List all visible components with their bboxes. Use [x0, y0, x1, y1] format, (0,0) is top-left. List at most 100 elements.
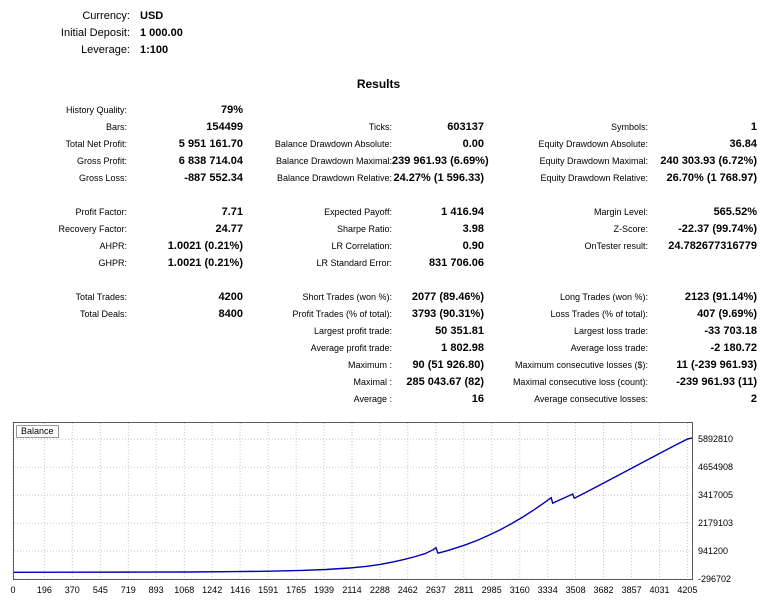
- stat-value: [392, 102, 484, 119]
- stat-label: Total Deals:: [79, 309, 127, 319]
- stat-label: Profit Trades (% of total):: [292, 309, 392, 319]
- stat-value: 831 706.06: [428, 257, 484, 269]
- svg-text:1939: 1939: [314, 585, 334, 595]
- currency-value: USD: [140, 10, 164, 22]
- stat-label: Equity Drawdown Maximal:: [539, 156, 648, 166]
- svg-text:1242: 1242: [202, 585, 222, 595]
- stats-row: Largest profit trade: 50 351.81 Largest lo…: [0, 323, 757, 340]
- stats-row: Average profit trade: 1 802.98 Average los…: [0, 340, 757, 357]
- stats-row: Total Net Profit: 5 951 161.70 Balance Dra…: [0, 136, 757, 153]
- stat-value: 2: [750, 393, 757, 405]
- stat-label: Recovery Factor:: [58, 224, 127, 234]
- stat-value: [648, 255, 757, 272]
- stat-value: 7.71: [221, 206, 243, 218]
- stat-value: 407 (9.69%): [697, 308, 757, 320]
- stat-label: [0, 340, 127, 357]
- svg-text:3508: 3508: [566, 585, 586, 595]
- stat-value: -22.37 (99.74%): [678, 223, 757, 235]
- stat-value: 3793 (90.31%): [411, 308, 484, 320]
- stat-label: Equity Drawdown Relative:: [540, 173, 648, 183]
- svg-text:2985: 2985: [482, 585, 502, 595]
- stat-label: Balance Drawdown Absolute:: [274, 139, 392, 149]
- svg-text:3857: 3857: [622, 585, 642, 595]
- stat-value: 8400: [218, 308, 243, 320]
- svg-text:545: 545: [93, 585, 108, 595]
- stat-label: Total Trades:: [75, 292, 127, 302]
- results-stats-table: History Quality: 79% Bars: 154499 Ticks: 6031…: [0, 102, 757, 408]
- svg-text:2114: 2114: [342, 585, 361, 595]
- stat-label: Equity Drawdown Absolute:: [538, 139, 648, 149]
- svg-text:370: 370: [65, 585, 80, 595]
- initial-deposit-label: Initial Deposit:: [60, 27, 130, 39]
- stat-value: 6 838 714.04: [178, 155, 243, 167]
- stat-label: Symbols:: [610, 122, 648, 132]
- leverage-label: Leverage:: [81, 44, 130, 56]
- stats-row: Gross Loss: -887 552.34 Balance Drawdown R…: [0, 170, 757, 187]
- stat-label: AHPR:: [99, 241, 127, 251]
- stat-label: Balance Drawdown Maximal:: [275, 156, 392, 166]
- stat-label: [0, 374, 127, 391]
- stat-value: 24.77: [215, 223, 243, 235]
- svg-text:941200: 941200: [698, 546, 728, 556]
- stat-label: [484, 255, 648, 272]
- stat-value: 90 (51 926.80): [412, 359, 484, 371]
- stat-value: 3.98: [462, 223, 484, 235]
- svg-text:893: 893: [149, 585, 164, 595]
- stat-value: -33 703.18: [704, 325, 757, 337]
- svg-text:2811: 2811: [454, 585, 473, 595]
- stat-value: [127, 340, 243, 357]
- svg-text:719: 719: [121, 585, 136, 595]
- stat-label: [0, 357, 127, 374]
- svg-text:4031: 4031: [649, 585, 669, 595]
- svg-text:-296702: -296702: [698, 574, 731, 584]
- svg-text:0: 0: [10, 585, 15, 595]
- stat-label: Loss Trades (% of total):: [550, 309, 648, 319]
- stat-value: 50 351.81: [435, 325, 484, 337]
- stat-value: [127, 323, 243, 340]
- header-row-currency: Currency: USD: [0, 8, 762, 25]
- stat-value: 4200: [218, 291, 243, 303]
- svg-text:4205: 4205: [677, 585, 697, 595]
- stat-value: 0.00: [462, 138, 484, 150]
- stats-row: Recovery Factor: 24.77 Sharpe Ratio: 3.98 Z-…: [0, 221, 757, 238]
- stat-value: 603137: [447, 121, 484, 133]
- stats-row: Gross Profit: 6 838 714.04 Balance Drawdow…: [0, 153, 757, 170]
- stat-value: 26.70% (1 768.97): [666, 172, 757, 184]
- stat-label: [0, 323, 127, 340]
- stats-row: GHPR: 1.0021 (0.21%) LR Standard Error: 831…: [0, 255, 757, 272]
- balance-chart-plot: -296702 941200 2179103 3417005 4654908 589281…: [10, 422, 733, 595]
- stat-label: Average consecutive losses:: [534, 394, 648, 404]
- stat-label: Average :: [353, 394, 392, 404]
- stat-value: 1 416.94: [441, 206, 484, 218]
- svg-text:1591: 1591: [258, 585, 278, 595]
- results-title: Results: [356, 77, 401, 91]
- stat-label: [0, 391, 127, 408]
- stat-label: Largest profit trade:: [313, 326, 392, 336]
- stats-row: History Quality: 79%: [0, 102, 757, 119]
- stats-row: Maximal : 285 043.67 (82) Maximal consecut…: [0, 374, 757, 391]
- stat-value: 36.84: [729, 138, 757, 150]
- stat-label: Bars:: [105, 122, 127, 132]
- stats-row: Maximum : 90 (51 926.80) Maximum consecuti…: [0, 357, 757, 374]
- stat-value: 24.782677316779: [668, 240, 757, 252]
- stat-value: 16: [471, 393, 484, 405]
- stat-value: 79%: [220, 104, 243, 116]
- stat-label: Maximal :: [353, 377, 392, 387]
- stat-value: 154499: [206, 121, 243, 133]
- stats-row: Average : 16 Average consecutive losses: 2: [0, 391, 757, 408]
- stat-label: Maximum consecutive losses ($):: [514, 360, 648, 370]
- stat-value: 285 043.67 (82): [406, 376, 484, 388]
- stat-value: 24.27% (1 596.33): [393, 172, 484, 184]
- svg-text:3417005: 3417005: [698, 490, 733, 500]
- stats-row: AHPR: 1.0021 (0.21%) LR Correlation: 0.90 On…: [0, 238, 757, 255]
- stat-label: Margin Level:: [593, 207, 648, 217]
- stat-label: Long Trades (won %):: [559, 292, 648, 302]
- stat-value: 2077 (89.46%): [411, 291, 484, 303]
- stat-value: -887 552.34: [184, 172, 243, 184]
- stat-value: 5 951 161.70: [178, 138, 243, 150]
- stat-label: Largest loss trade:: [573, 326, 648, 336]
- stat-label: LR Correlation:: [331, 241, 392, 251]
- header-row-leverage: Leverage: 1:100: [0, 42, 762, 59]
- stats-section-gap: [0, 187, 757, 204]
- svg-text:1765: 1765: [286, 585, 306, 595]
